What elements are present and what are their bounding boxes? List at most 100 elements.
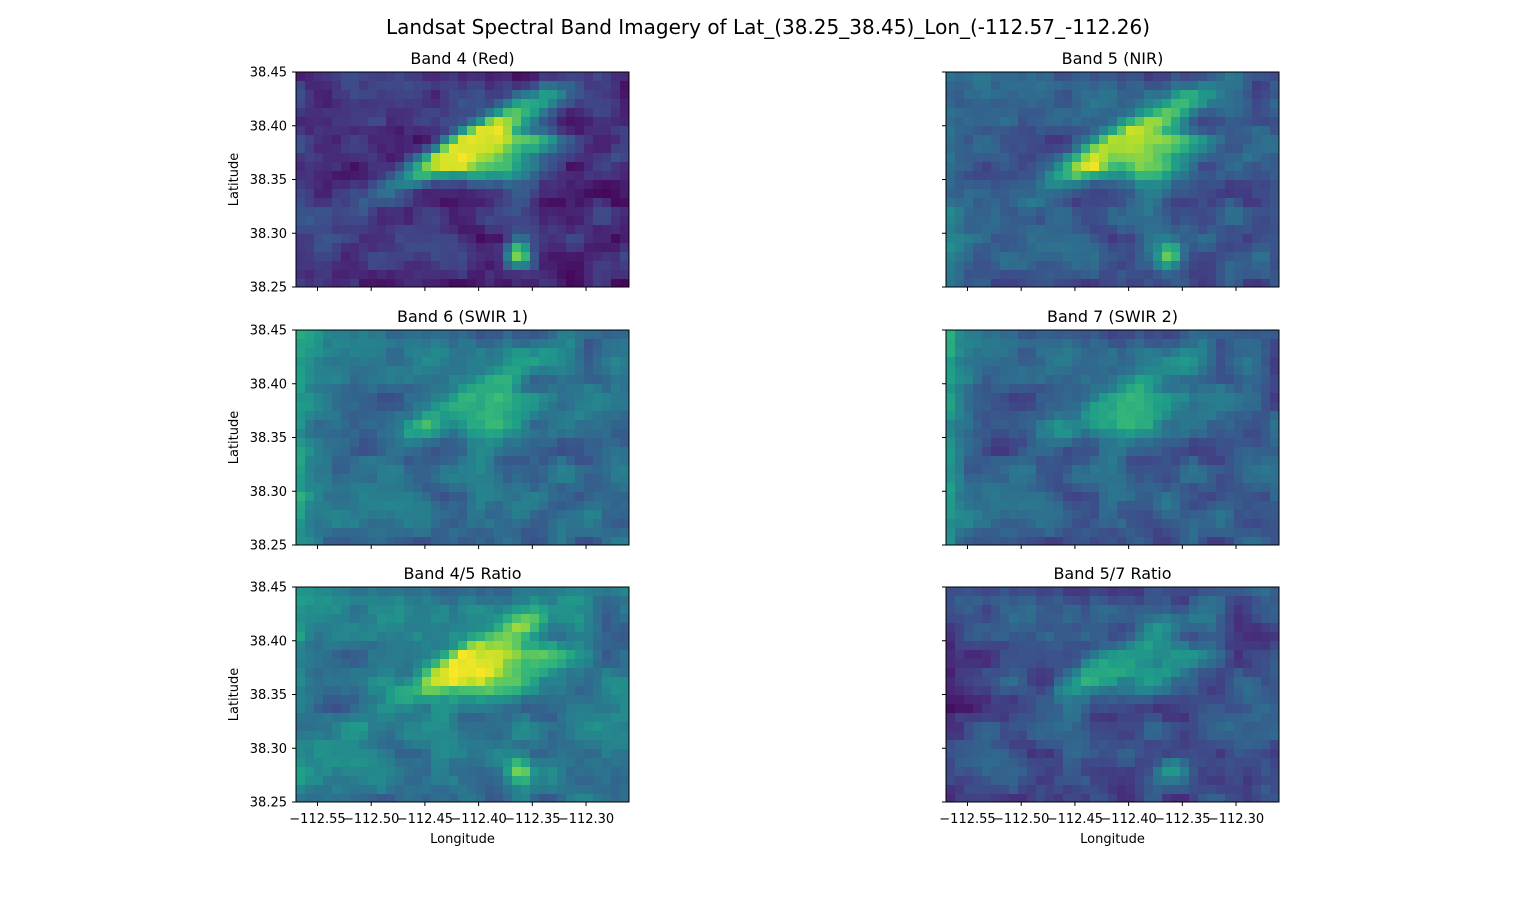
- heatmap-cell: [413, 108, 423, 118]
- heatmap-cell: [611, 519, 621, 529]
- heatmap-cell: [350, 366, 360, 376]
- heatmap-cell: [395, 339, 405, 349]
- heatmap-cell: [566, 348, 576, 358]
- heatmap-cell: [1171, 686, 1181, 696]
- heatmap-cell: [530, 180, 540, 190]
- heatmap-cell: [973, 686, 983, 696]
- heatmap-cell: [404, 198, 414, 208]
- heatmap-cell: [422, 180, 432, 190]
- heatmap-cell: [1099, 339, 1109, 349]
- heatmap-cell: [991, 126, 1001, 136]
- heatmap-cell: [1180, 81, 1190, 91]
- heatmap-cell: [350, 135, 360, 145]
- heatmap-cell: [458, 785, 468, 795]
- heatmap-cell: [494, 411, 504, 421]
- heatmap-cell: [1027, 225, 1037, 235]
- heatmap-cell: [323, 740, 333, 750]
- heatmap-cell: [991, 614, 1001, 624]
- heatmap-cell: [395, 749, 405, 759]
- heatmap-cell: [1126, 216, 1136, 226]
- heatmap-cell: [1189, 429, 1199, 439]
- heatmap-cell: [1207, 605, 1217, 615]
- heatmap-cell: [991, 207, 1001, 217]
- heatmap-cell: [323, 411, 333, 421]
- heatmap-cell: [575, 375, 585, 385]
- heatmap-cell: [557, 339, 567, 349]
- heatmap-cell: [539, 144, 549, 154]
- heatmap-cell: [964, 528, 974, 538]
- heatmap-cell: [1126, 99, 1136, 109]
- heatmap-cell: [1189, 632, 1199, 642]
- heatmap-cell: [530, 519, 540, 529]
- heatmap-cell: [1072, 225, 1082, 235]
- heatmap-cell: [620, 659, 630, 669]
- heatmap-cell: [404, 465, 414, 475]
- heatmap-cell: [1162, 519, 1172, 529]
- heatmap-cell: [449, 420, 459, 430]
- heatmap-cell: [296, 411, 306, 421]
- heatmap-cell: [584, 704, 594, 714]
- heatmap-cell: [359, 171, 369, 181]
- heatmap-cell: [575, 99, 585, 109]
- heatmap-cell: [467, 740, 477, 750]
- heatmap-cell: [575, 429, 585, 439]
- heatmap-cell: [341, 605, 351, 615]
- heatmap-cell: [323, 668, 333, 678]
- heatmap-cell: [548, 402, 558, 412]
- heatmap-cell: [1225, 614, 1235, 624]
- heatmap-cell: [1090, 650, 1100, 660]
- heatmap-cell: [1243, 339, 1253, 349]
- heatmap-cell: [1144, 366, 1154, 376]
- heatmap-cell: [1027, 686, 1037, 696]
- heatmap-cell: [1099, 614, 1109, 624]
- heatmap-cell: [440, 519, 450, 529]
- heatmap-cell: [1153, 438, 1163, 448]
- heatmap-cell: [1270, 519, 1280, 529]
- heatmap-cell: [449, 641, 459, 651]
- heatmap-cell: [467, 207, 477, 217]
- heatmap-cell: [503, 411, 513, 421]
- heatmap-cell: [521, 330, 531, 340]
- heatmap-cell: [1234, 677, 1244, 687]
- heatmap-cell: [1018, 243, 1028, 253]
- heatmap-cell: [1270, 465, 1280, 475]
- heatmap-cell: [1009, 339, 1019, 349]
- heatmap-cell: [395, 587, 405, 597]
- heatmap-cell: [973, 641, 983, 651]
- heatmap-cell: [1234, 135, 1244, 145]
- heatmap-cell: [359, 99, 369, 109]
- heatmap-cell: [359, 632, 369, 642]
- heatmap-cell: [964, 483, 974, 493]
- heatmap-cell: [946, 510, 956, 520]
- heatmap-cell: [584, 668, 594, 678]
- heatmap-cell: [1009, 180, 1019, 190]
- heatmap-cell: [566, 474, 576, 484]
- heatmap-cell: [377, 731, 387, 741]
- heatmap-cell: [593, 189, 603, 199]
- heatmap-cell: [395, 279, 405, 288]
- heatmap-cell: [1009, 587, 1019, 597]
- heatmap-cell: [1261, 510, 1271, 520]
- heatmap-cell: [359, 402, 369, 412]
- heatmap-cell: [449, 659, 459, 669]
- heatmap-cell: [1027, 447, 1037, 457]
- heatmap-cell: [395, 483, 405, 493]
- heatmap-cell: [1225, 438, 1235, 448]
- heatmap-cell: [1036, 375, 1046, 385]
- heatmap-cell: [1135, 537, 1145, 546]
- heatmap-cell: [566, 207, 576, 217]
- heatmap-cell: [557, 126, 567, 136]
- heatmap-cell: [620, 270, 630, 280]
- heatmap-cell: [305, 366, 315, 376]
- heatmap-cell: [530, 135, 540, 145]
- heatmap-cell: [386, 411, 396, 421]
- heatmap-cell: [593, 587, 603, 597]
- heatmap-cell: [485, 605, 495, 615]
- heatmap-cell: [386, 668, 396, 678]
- heatmap-cell: [1171, 279, 1181, 288]
- heatmap-cell: [602, 357, 612, 367]
- heatmap-cell: [1108, 411, 1118, 421]
- heatmap-cell: [1171, 366, 1181, 376]
- heatmap-cell: [1144, 596, 1154, 606]
- heatmap-cell: [395, 537, 405, 546]
